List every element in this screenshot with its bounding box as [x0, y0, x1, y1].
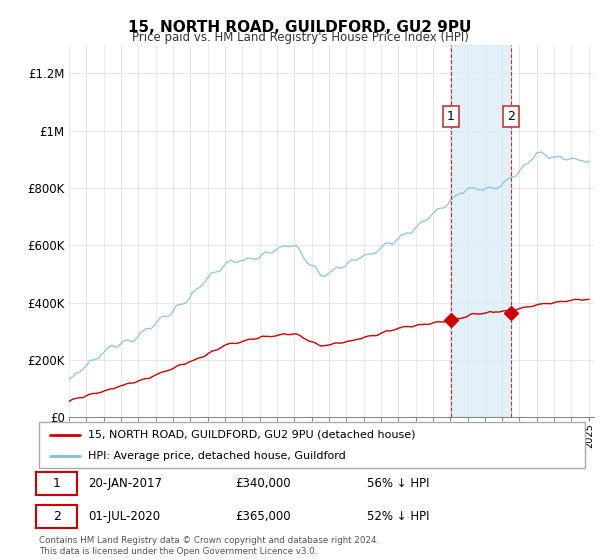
Bar: [451, 45, 511, 417]
Text: 2: 2: [53, 510, 61, 523]
Text: Contains HM Land Registry data © Crown copyright and database right 2024.
This d: Contains HM Land Registry data © Crown c…: [39, 536, 379, 556]
Text: 52% ↓ HPI: 52% ↓ HPI: [367, 510, 429, 523]
Text: £365,000: £365,000: [236, 510, 291, 523]
Text: 15, NORTH ROAD, GUILDFORD, GU2 9PU (detached house): 15, NORTH ROAD, GUILDFORD, GU2 9PU (deta…: [88, 430, 416, 440]
Text: 1: 1: [447, 110, 455, 123]
Text: 1: 1: [53, 477, 61, 490]
Text: 2: 2: [507, 110, 515, 123]
Text: 01-JUL-2020: 01-JUL-2020: [88, 510, 160, 523]
Text: HPI: Average price, detached house, Guildford: HPI: Average price, detached house, Guil…: [88, 451, 346, 461]
Text: £340,000: £340,000: [236, 477, 291, 490]
Text: Price paid vs. HM Land Registry's House Price Index (HPI): Price paid vs. HM Land Registry's House …: [131, 31, 469, 44]
Text: 20-JAN-2017: 20-JAN-2017: [88, 477, 162, 490]
Text: 56% ↓ HPI: 56% ↓ HPI: [367, 477, 429, 490]
FancyBboxPatch shape: [36, 505, 77, 528]
Text: 15, NORTH ROAD, GUILDFORD, GU2 9PU: 15, NORTH ROAD, GUILDFORD, GU2 9PU: [128, 20, 472, 35]
FancyBboxPatch shape: [36, 472, 77, 495]
